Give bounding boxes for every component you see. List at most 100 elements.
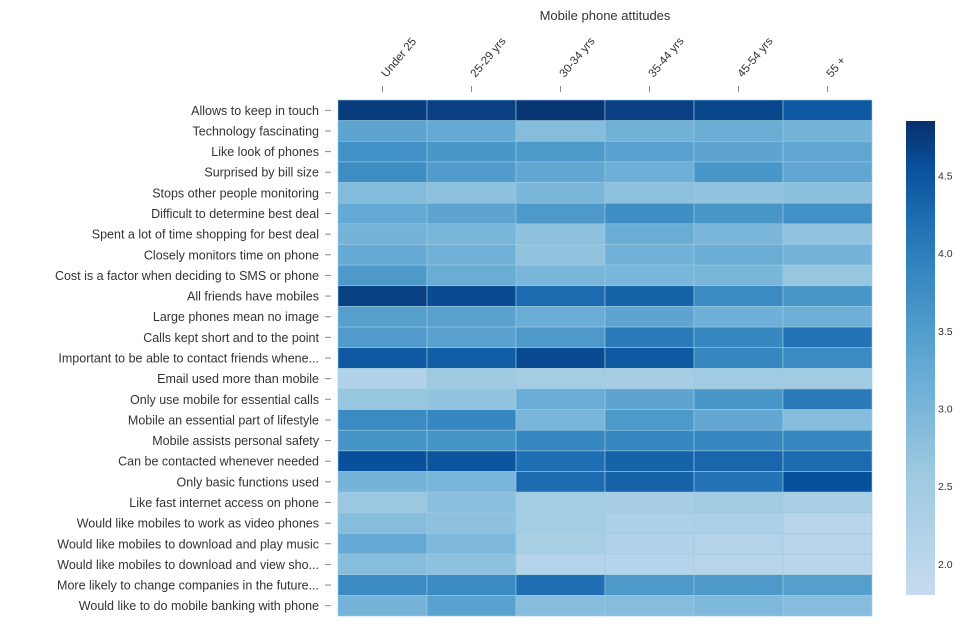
heatmap-cell (515, 99, 606, 121)
heatmap-cell (337, 264, 428, 287)
heatmap-cell (604, 388, 695, 410)
y-tick-label: Only basic functions used (177, 475, 319, 489)
heatmap-cell (337, 533, 428, 555)
colorbar-tick-label: 2.0 (938, 559, 953, 571)
heatmap-cell (604, 182, 695, 204)
heatmap-cell (515, 512, 606, 534)
heatmap-cell (693, 99, 784, 121)
heatmap-cell (604, 471, 695, 493)
y-tick-label: Would like to do mobile banking with pho… (79, 599, 319, 613)
heatmap-cell (782, 368, 873, 390)
heatmap-cell (604, 326, 695, 348)
heatmap-cell (426, 491, 517, 514)
heatmap-cell (515, 491, 606, 514)
heatmap-cell (604, 429, 695, 452)
y-tick-label: Allows to keep in touch (191, 104, 319, 118)
heatmap-cell (693, 120, 784, 142)
heatmap-cell (782, 471, 873, 493)
heatmap-cell (693, 161, 784, 183)
heatmap-cell (515, 182, 606, 204)
y-tick-label: Can be contacted whenever needed (118, 455, 319, 469)
heatmap-cell (782, 450, 873, 472)
heatmap-cell (426, 306, 517, 328)
y-tick-label: Would like mobiles to download and play … (57, 537, 319, 551)
colorbar-tick-label: 4.5 (938, 170, 953, 182)
heatmap-cell (426, 595, 517, 617)
heatmap-cell (337, 326, 428, 348)
heatmap-cell (604, 264, 695, 287)
heatmap-cell (337, 491, 428, 514)
heatmap-cell (693, 182, 784, 204)
y-tick-label: Technology fascinating (193, 124, 320, 138)
colorbar-tick-label: 4.0 (938, 248, 953, 260)
heatmap-cell (604, 223, 695, 245)
heatmap-cell (337, 409, 428, 431)
heatmap-cell (515, 533, 606, 555)
heatmap-cell (515, 388, 606, 410)
y-tick-label: Mobile assists personal safety (152, 434, 319, 448)
y-tick-label: Calls kept short and to the point (143, 331, 319, 345)
heatmap-cell (604, 347, 695, 369)
y-tick-label: Closely monitors time on phone (144, 248, 319, 262)
y-tick-label: Like fast internet access on phone (129, 496, 319, 510)
heatmap-cell (604, 553, 695, 576)
heatmap-cell (426, 368, 517, 390)
heatmap-cell (604, 368, 695, 390)
heatmap-cell (426, 388, 517, 410)
heatmap-cell (693, 553, 784, 576)
heatmap-cell (604, 409, 695, 431)
heatmap-cell (782, 244, 873, 266)
heatmap-cell (426, 574, 517, 596)
x-tick-label: 30-34 yrs (558, 35, 598, 80)
x-tick-label: 55 + (825, 55, 849, 80)
heatmap-cell (515, 368, 606, 390)
heatmap-cell (337, 182, 428, 204)
heatmap-cell (515, 595, 606, 617)
heatmap-cell (782, 120, 873, 142)
heatmap-cell (337, 450, 428, 472)
heatmap-cell (515, 326, 606, 348)
heatmap-cell (426, 471, 517, 493)
y-tick-label: Mobile an essential part of lifestyle (128, 413, 319, 427)
heatmap-cell (782, 182, 873, 204)
heatmap-cell (693, 409, 784, 431)
heatmap-cell (782, 306, 873, 328)
heatmap-cell (693, 223, 784, 245)
heatmap-cell (782, 574, 873, 596)
y-tick-label: Would like mobiles to work as video phon… (77, 517, 319, 531)
heatmap-cell (782, 161, 873, 183)
heatmap-cell (782, 533, 873, 555)
y-tick-label: Important to be able to contact friends … (58, 352, 319, 366)
heatmap-cell (426, 182, 517, 204)
heatmap-cell (693, 450, 784, 472)
heatmap-cell (337, 574, 428, 596)
heatmap-cell (337, 223, 428, 245)
heatmap-cell (782, 223, 873, 245)
heatmap-cell (693, 512, 784, 534)
heatmap-cell (337, 285, 428, 307)
y-tick-label: Difficult to determine best deal (151, 207, 319, 221)
y-tick-label: Email used more than mobile (157, 372, 319, 386)
heatmap-cell (693, 202, 784, 225)
heatmap-cell (782, 595, 873, 617)
heatmap-cell (782, 491, 873, 514)
colorbar-tick-label: 3.5 (938, 326, 953, 338)
y-axis: Allows to keep in touch Technology fascin… (55, 104, 331, 613)
chart-title: Mobile phone attitudes (540, 8, 671, 23)
heatmap-cell (604, 595, 695, 617)
colorbar-gradient (906, 121, 935, 595)
heatmap-cell (693, 140, 784, 163)
heatmap-cell (693, 285, 784, 307)
heatmap-cell (337, 368, 428, 390)
heatmap-cell (782, 388, 873, 410)
heatmap-cell (782, 326, 873, 348)
heatmap-cell (782, 202, 873, 225)
y-tick-label: Spent a lot of time shopping for best de… (92, 228, 319, 242)
heatmap-cell (782, 285, 873, 307)
y-tick-label: Stops other people monitoring (152, 186, 319, 200)
heatmap-cell (426, 533, 517, 555)
x-tick-label: 35-44 yrs (647, 35, 687, 80)
heatmap-cell (604, 512, 695, 534)
y-tick-label: Surprised by bill size (204, 166, 319, 180)
x-tick-label: 45-54 yrs (736, 35, 776, 80)
